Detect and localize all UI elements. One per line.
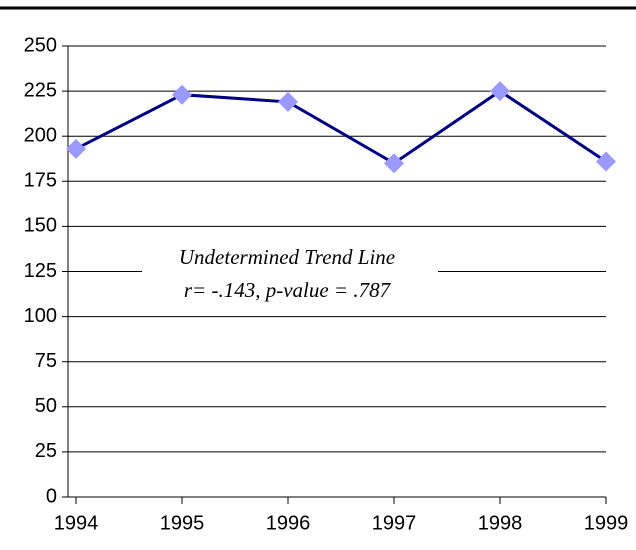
point-marker: [278, 91, 298, 112]
annotation-box: [142, 236, 438, 308]
y-tick-label: 125: [24, 260, 57, 282]
x-tick-label: 1998: [478, 512, 523, 534]
x-tick-label: 1999: [584, 512, 629, 534]
x-tick-label: 1997: [372, 512, 417, 534]
y-tick-label: 225: [24, 79, 57, 101]
point-marker: [596, 151, 616, 172]
point-marker: [490, 81, 510, 102]
y-tick-label: 200: [24, 124, 57, 146]
y-tick-label: 25: [35, 440, 57, 462]
y-tick-label: 250: [24, 34, 57, 56]
y-tick-label: 75: [35, 350, 57, 372]
point-marker: [66, 138, 86, 159]
y-tick-label: 175: [24, 170, 57, 192]
point-marker: [384, 153, 404, 174]
point-marker: [172, 84, 192, 105]
x-tick-label: 1994: [54, 512, 99, 534]
y-tick-label: 0: [46, 485, 57, 507]
x-tick-label: 1996: [266, 512, 311, 534]
y-tick-label: 100: [24, 305, 57, 327]
y-tick-label: 50: [35, 395, 57, 417]
series-line: [75, 89, 607, 166]
annotation: r= -.143, p-value = .787: [184, 278, 392, 302]
annotation: Undetermined Trend Line: [179, 245, 395, 269]
y-tick-label: 150: [24, 215, 57, 237]
x-tick-label: 1995: [160, 512, 205, 534]
